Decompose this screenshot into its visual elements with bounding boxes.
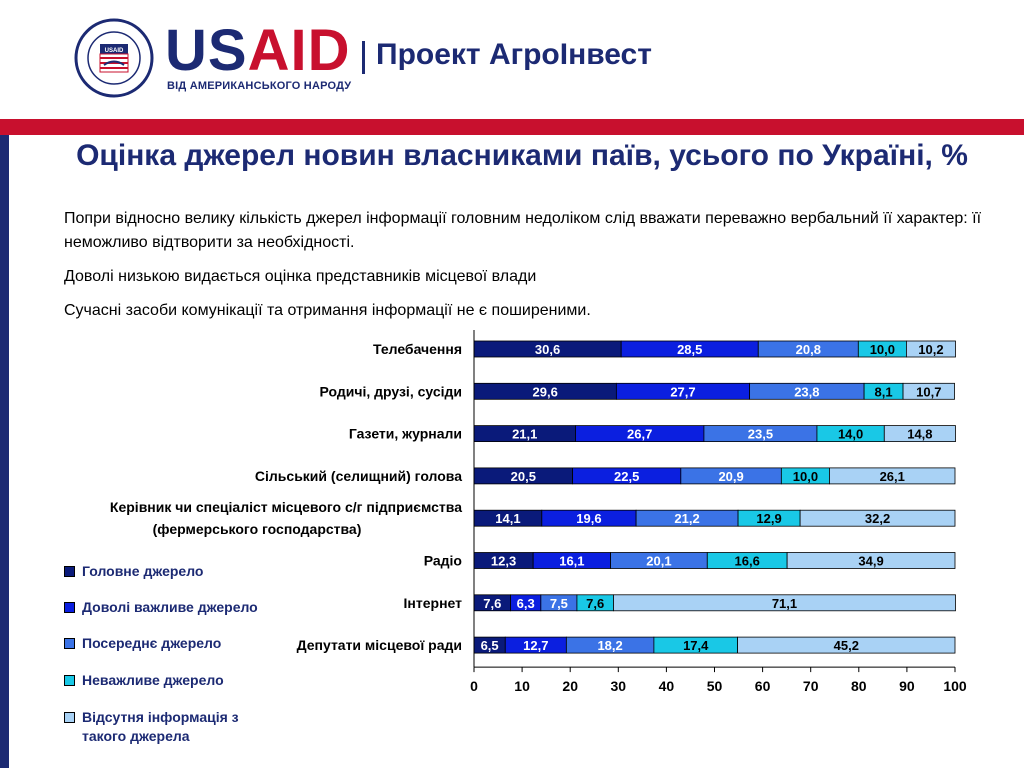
data-label: 34,9 [858,554,883,569]
paragraph-2: Доволі низькою видається оцінка представ… [64,268,537,285]
x-tick-label: 10 [514,678,530,694]
data-label: 7,6 [483,596,501,611]
category-label: Телебачення [373,341,462,357]
paragraph-1: Попри відносно велику кількість джерел і… [64,210,982,251]
data-label: 21,2 [674,511,699,526]
header-red-band [0,119,1024,135]
x-tick-label: 90 [899,678,915,694]
legend-item: Посереднє джерело [64,634,284,653]
bar-segment [829,467,956,485]
data-label: 71,1 [772,596,797,611]
data-label: 6,5 [481,638,499,653]
legend-item: Доволі важливе джерело [64,598,284,617]
category-label: Інтернет [404,595,463,611]
data-label: 18,2 [597,638,622,653]
legend-item: Відсутня інформація з такого джерела [64,708,284,746]
usaid-wordmark: USAID [165,22,350,80]
category-label: Родичі, друзі, сусіди [319,383,462,399]
bar-segment [786,552,956,569]
legend-label: Посереднє джерело [82,635,222,651]
x-tick-label: 50 [707,678,723,694]
bar-segment [906,340,956,358]
data-label: 10,7 [916,384,941,399]
data-label: 7,6 [586,596,604,611]
data-label: 29,6 [533,384,558,399]
data-label: 8,1 [875,384,893,399]
legend-label: Відсутня інформація з такого джерела [82,709,239,744]
usaid-wordmark-aid: AID [247,18,351,83]
data-label: 26,7 [627,427,652,442]
data-label: 19,6 [576,511,601,526]
data-label: 45,2 [834,638,859,653]
bar-segment [799,509,956,527]
data-label: 20,1 [646,554,671,569]
usaid-tagline: ВІД АМЕРИКАНСЬКОГО НАРОДУ [167,80,352,92]
x-tick-label: 80 [851,678,867,694]
data-label: 30,6 [535,342,560,357]
category-label: Газети, журнали [349,426,462,442]
bar-segment [902,382,955,400]
category-label: Депутати місцевої ради [297,637,462,653]
data-label: 14,8 [907,427,932,442]
legend-item: Неважливе джерело [64,671,284,690]
data-label: 16,1 [559,554,584,569]
stacked-bar-chart: Телебачення 30,6 28,5 20,8 10,0 10,2 Родичі, д… [110,330,967,694]
data-label: 16,6 [735,554,760,569]
usaid-wordmark-us: US [165,18,248,83]
data-label: 32,2 [865,511,890,526]
data-label: 12,7 [523,638,548,653]
data-label: 10,2 [918,342,943,357]
data-label: 10,0 [793,469,818,484]
data-label: 7,5 [550,596,568,611]
legend-label: Головне джерело [82,563,204,579]
x-tick-label: 60 [755,678,771,694]
data-label: 12,3 [491,554,516,569]
x-tick-label: 30 [611,678,627,694]
legend-swatch [64,675,75,686]
x-tick-label: 100 [943,678,967,694]
data-label: 28,5 [677,342,702,357]
data-label: 14,1 [495,511,520,526]
usaid-seal-logo: USAID [74,18,154,98]
data-label: 14,0 [838,427,863,442]
legend-swatch [64,638,75,649]
x-tick-label: 20 [562,678,578,694]
category-label: Радіо [424,553,462,569]
x-tick-label: 40 [659,678,675,694]
x-tick-label: 70 [803,678,819,694]
legend-swatch [64,712,75,723]
data-label: 10,0 [870,342,895,357]
legend-label: Неважливе джерело [82,672,224,688]
svg-text:USAID: USAID [105,48,124,54]
bar-segment [883,425,956,442]
data-label: 23,8 [794,384,819,399]
category-label: Керівник чи спеціаліст місцевого с/г під… [110,499,462,515]
data-label: 20,8 [796,342,821,357]
usaid-wordmark-text: USAID [165,18,350,83]
data-label: 23,5 [748,427,773,442]
data-label: 6,3 [517,596,535,611]
header-divider [362,41,365,74]
legend-item: Головне джерело [64,562,284,581]
data-label: 20,9 [718,469,743,484]
category-label: (фермерського господарства) [153,521,362,537]
data-label: 21,1 [512,427,537,442]
paragraph-3: Сучасні засоби комунікації та отримання … [64,302,591,319]
bar-segment [613,594,956,612]
legend-label: Доволі важливе джерело [82,599,258,615]
slide-title: Оцінка джерел новин власниками паїв, усь… [76,139,968,172]
legend-swatch [64,602,75,613]
data-label: 27,7 [670,384,695,399]
x-tick-label: 0 [470,678,478,694]
data-label: 17,4 [683,638,709,653]
bar-segment [737,636,956,654]
data-label: 20,5 [511,469,536,484]
left-accent-stripe [0,135,9,768]
category-label: Сільський (селищний) голова [255,468,462,484]
data-label: 12,9 [756,511,781,526]
project-name: Проект АгроІнвест [376,38,652,71]
data-label: 22,5 [614,469,639,484]
legend-swatch [64,566,75,577]
data-label: 26,1 [880,469,905,484]
